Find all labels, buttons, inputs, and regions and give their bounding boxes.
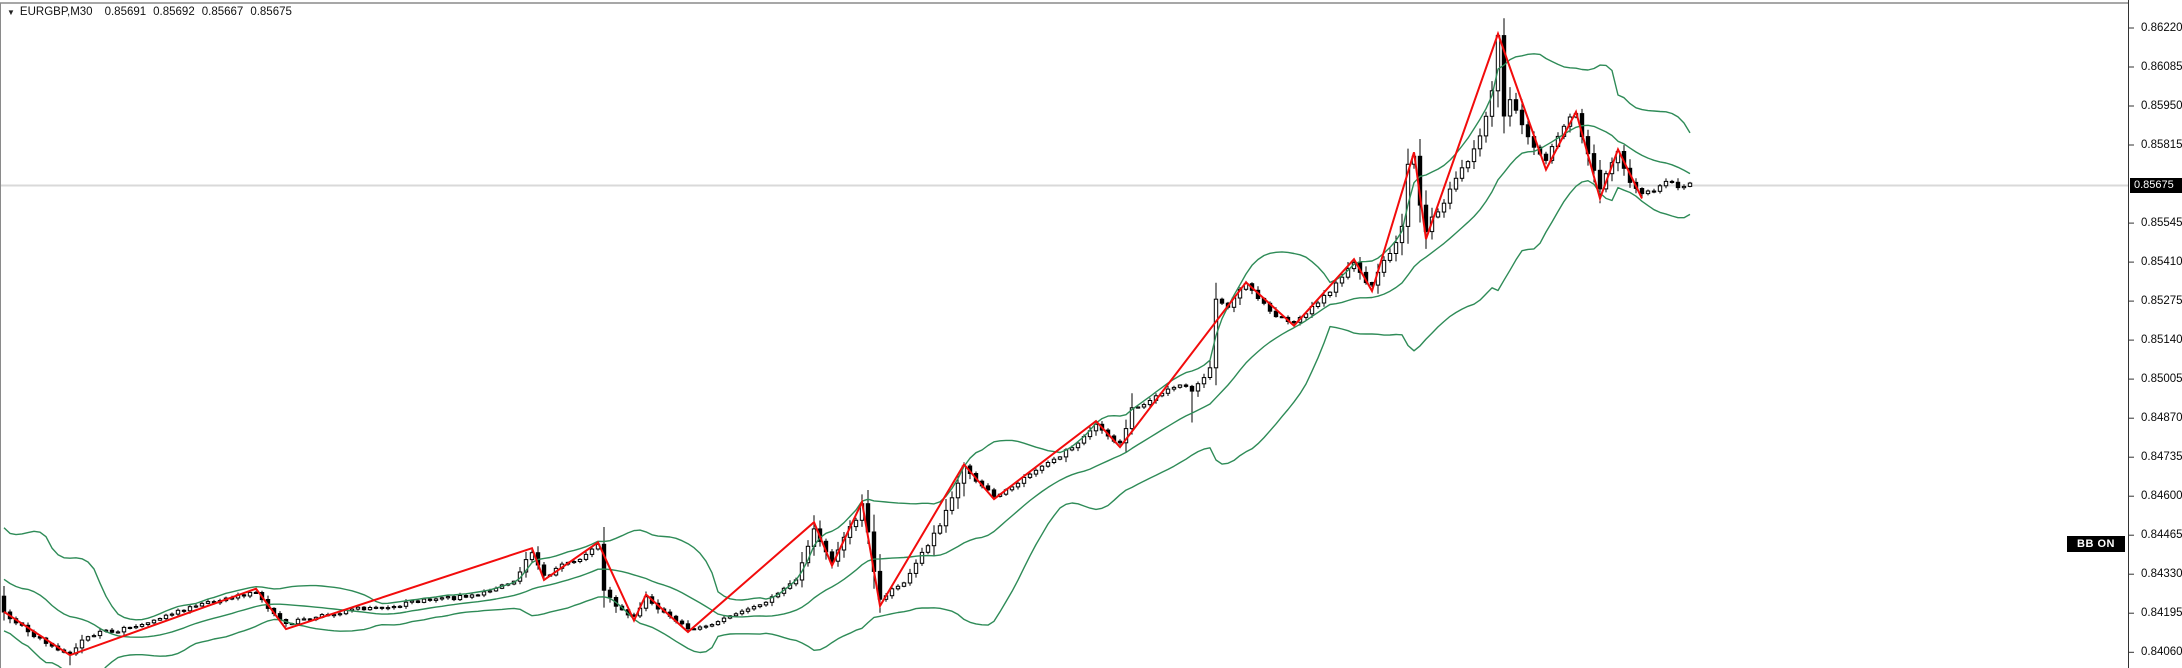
price-tick-label: 0.84330 [2141, 568, 2182, 581]
price-tick-label: 0.85275 [2141, 295, 2182, 308]
price-tick-label: 0.84465 [2141, 529, 2182, 542]
zigzag-line [3, 30, 1643, 657]
bollinger-upper-band [3, 53, 1691, 621]
close-value: 0.85675 [250, 6, 292, 18]
candles-layer [1, 18, 1693, 666]
price-tick-label: 0.84870 [2141, 412, 2182, 425]
symbol-label: EURGBP,M30 [19, 6, 93, 18]
low-value: 0.85667 [201, 6, 244, 18]
chart-border [0, 0, 2134, 668]
open-value: 0.85691 [104, 6, 147, 18]
high-value: 0.85692 [153, 6, 195, 18]
price-tick-label: 0.84195 [2141, 607, 2182, 620]
current-price-label: 0.85675 [2130, 178, 2182, 193]
price-tick-label: 0.86085 [2141, 61, 2182, 74]
price-tick-label: 0.86220 [2141, 22, 2182, 34]
price-tick-label: 0.85140 [2141, 334, 2182, 347]
bollinger-middle-band [3, 124, 1691, 638]
symbol-dropdown-icon[interactable]: ▼ [7, 7, 15, 17]
price-tick-label: 0.84600 [2141, 490, 2182, 503]
price-tick-label: 0.84060 [2141, 646, 2182, 659]
bollinger-lower-band [3, 180, 1691, 668]
price-tick-label: 0.84735 [2141, 451, 2182, 464]
price-tick-label: 0.85410 [2141, 256, 2182, 269]
price-tick-label: 0.85815 [2141, 139, 2182, 152]
bollinger-bands [3, 53, 1691, 668]
price-tick-label: 0.85545 [2141, 217, 2182, 230]
price-tick-label: 0.85950 [2141, 100, 2182, 113]
bb-toggle-button[interactable]: BB ON [2067, 536, 2125, 553]
price-tick-label: 0.85005 [2141, 373, 2182, 386]
ohlc-header: ▼ EURGBP,M30 0.85691 0.85692 0.85667 0.8… [7, 6, 299, 18]
